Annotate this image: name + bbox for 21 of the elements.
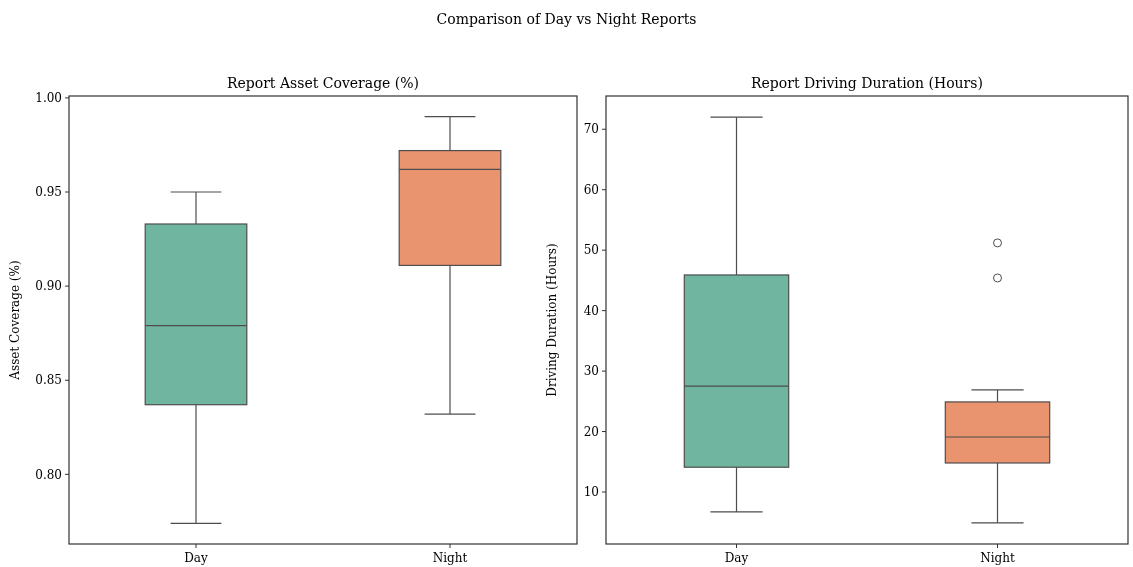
y-tick-label: 0.95 (35, 185, 62, 200)
x-tick-label: Day (184, 551, 208, 565)
chart-title: Report Driving Duration (Hours) (751, 75, 983, 91)
x-tick-label: Night (432, 551, 468, 565)
y-tick-label: 0.80 (35, 467, 62, 482)
y-tick-label: 30 (583, 364, 599, 379)
y-tick-label: 40 (583, 303, 599, 318)
y-tick-label: 0.90 (35, 279, 62, 294)
chart-title: Report Asset Coverage (%) (226, 75, 420, 91)
y-tick-label: 0.85 (35, 373, 62, 388)
y-tick-label: 60 (583, 182, 599, 197)
y-axis-title: Asset Coverage (%) (8, 260, 22, 381)
x-tick-label: Night (980, 551, 1015, 565)
y-tick-label: 70 (583, 122, 599, 137)
y-tick-label: 10 (583, 485, 599, 500)
x-tick-label: Day (724, 551, 749, 565)
y-tick-label: 20 (583, 424, 599, 439)
y-tick-label: 1.00 (35, 91, 62, 106)
text: Comparison of Day vs Night Reports (436, 11, 697, 27)
y-tick-label: 50 (583, 243, 599, 258)
y-axis-title: Driving Duration (Hours) (545, 243, 559, 397)
